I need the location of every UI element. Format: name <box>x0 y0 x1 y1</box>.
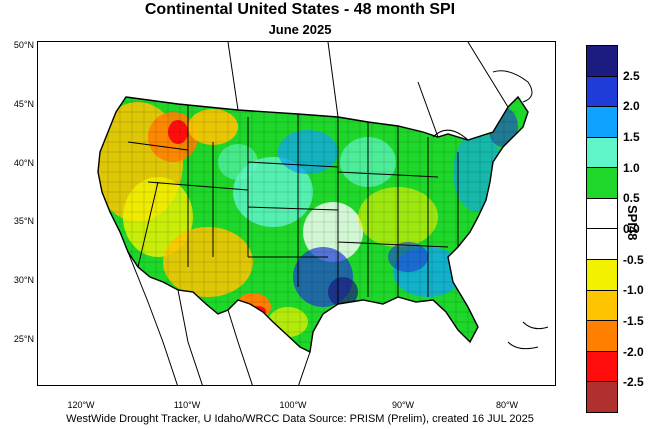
colorbar-segment <box>587 76 617 108</box>
colorbar-segment <box>587 46 617 77</box>
colorbar-label: -1.0 <box>623 283 644 298</box>
lat-label-50: 50°N <box>13 40 34 50</box>
colorbar-segment <box>587 107 617 138</box>
colorbar-label: 2.0 <box>623 99 640 114</box>
map-subtitle: June 2025 <box>268 22 332 37</box>
spi-colorbar <box>586 45 618 413</box>
colorbar-segment <box>587 382 617 412</box>
colorbar-label: 0.0 <box>623 222 640 236</box>
colorbar-title: SPI48 <box>625 205 640 241</box>
lat-label-25: 25°N <box>13 334 34 344</box>
colorbar-label: -0.5 <box>623 252 644 267</box>
lon-label-80: 80°W <box>495 400 519 410</box>
lon-label-120: 120°W <box>67 400 95 410</box>
credit-line: WestWide Drought Tracker, U Idaho/WRCC D… <box>66 413 534 425</box>
colorbar-segment <box>587 198 617 230</box>
colorbar-segment <box>587 137 617 169</box>
spi-field <box>98 97 528 352</box>
country-borders <box>127 42 549 385</box>
us-map-graphic <box>97 42 549 385</box>
colorbar-segment <box>587 290 617 322</box>
lon-label-90: 90°W <box>391 400 415 410</box>
colorbar-label: 1.5 <box>623 130 640 144</box>
colorbar-label: 2.5 <box>623 68 640 83</box>
lat-label-45: 45°N <box>13 99 34 109</box>
lat-label-40: 40°N <box>13 158 34 168</box>
lat-label-30: 30°N <box>13 275 34 285</box>
colorbar-label: 0.5 <box>623 191 640 206</box>
map-title: Continental United States - 48 month SPI <box>144 1 456 18</box>
colorbar-label: -2.0 <box>623 344 644 359</box>
colorbar-segment <box>587 168 617 199</box>
state-lines <box>127 104 459 304</box>
lat-label-35: 35°N <box>13 216 34 226</box>
colorbar-label: -1.5 <box>623 314 644 328</box>
colorbar-segment <box>587 229 617 261</box>
spi-map <box>37 41 556 386</box>
colorbar-label: -2.5 <box>623 375 644 390</box>
colorbar-label: 1.0 <box>623 160 640 175</box>
colorbar-segment <box>587 321 617 352</box>
colorbar-segment <box>587 351 617 383</box>
lon-label-100: 100°W <box>279 400 307 410</box>
lon-label-110: 110°W <box>173 400 201 410</box>
colorbar-segment <box>587 260 617 291</box>
